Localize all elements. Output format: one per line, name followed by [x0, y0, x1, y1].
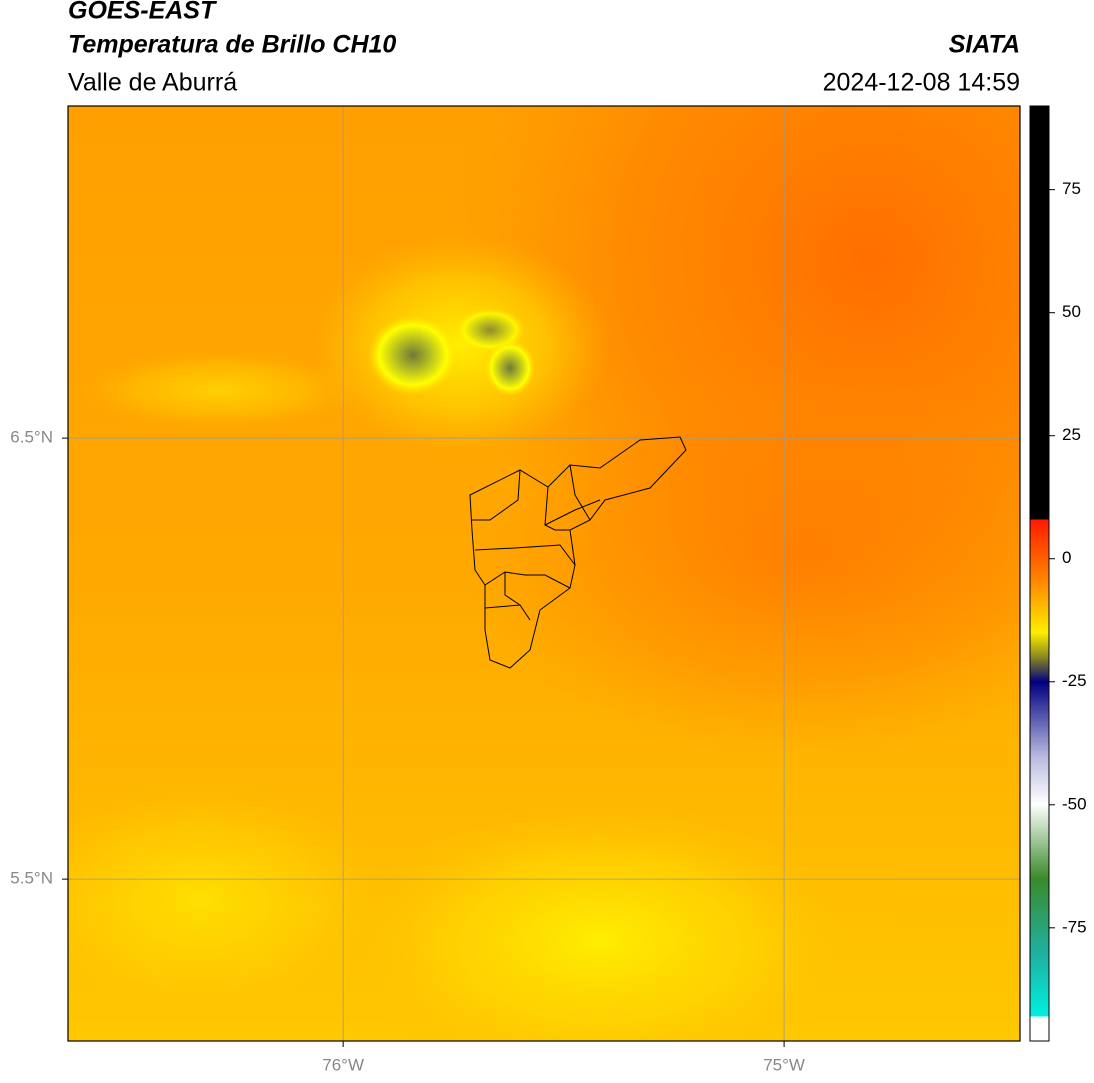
colorbar-tick-label: 75 [1062, 179, 1081, 198]
colorbar-tick-label: 25 [1062, 425, 1081, 444]
x-tick-label: 75°W [763, 1055, 805, 1074]
y-tick-label: 6.5°N [10, 428, 53, 447]
y-tick-label: 5.5°N [10, 869, 53, 888]
source: SIATA [949, 31, 1020, 59]
map-frame [67, 105, 1021, 1042]
x-tick-label: 76°W [322, 1055, 364, 1074]
region: Valle de Aburrá [68, 69, 237, 97]
title: GOES-EAST [68, 0, 218, 25]
colorbar [1029, 105, 1050, 1042]
colorbar-tick-label: -75 [1062, 917, 1087, 936]
colorbar-tick-label: 0 [1062, 548, 1071, 567]
grid [68, 106, 1020, 1041]
timestamp: 2024-12-08 14:59 [823, 69, 1020, 97]
subtitle: Temperatura de Brillo CH10 [68, 31, 396, 59]
colorbar-tick-label: -50 [1062, 794, 1087, 813]
municipal-boundaries [469, 436, 687, 669]
colorbar-tick-label: 50 [1062, 302, 1081, 321]
colorbar-tick-label: -25 [1062, 671, 1087, 690]
